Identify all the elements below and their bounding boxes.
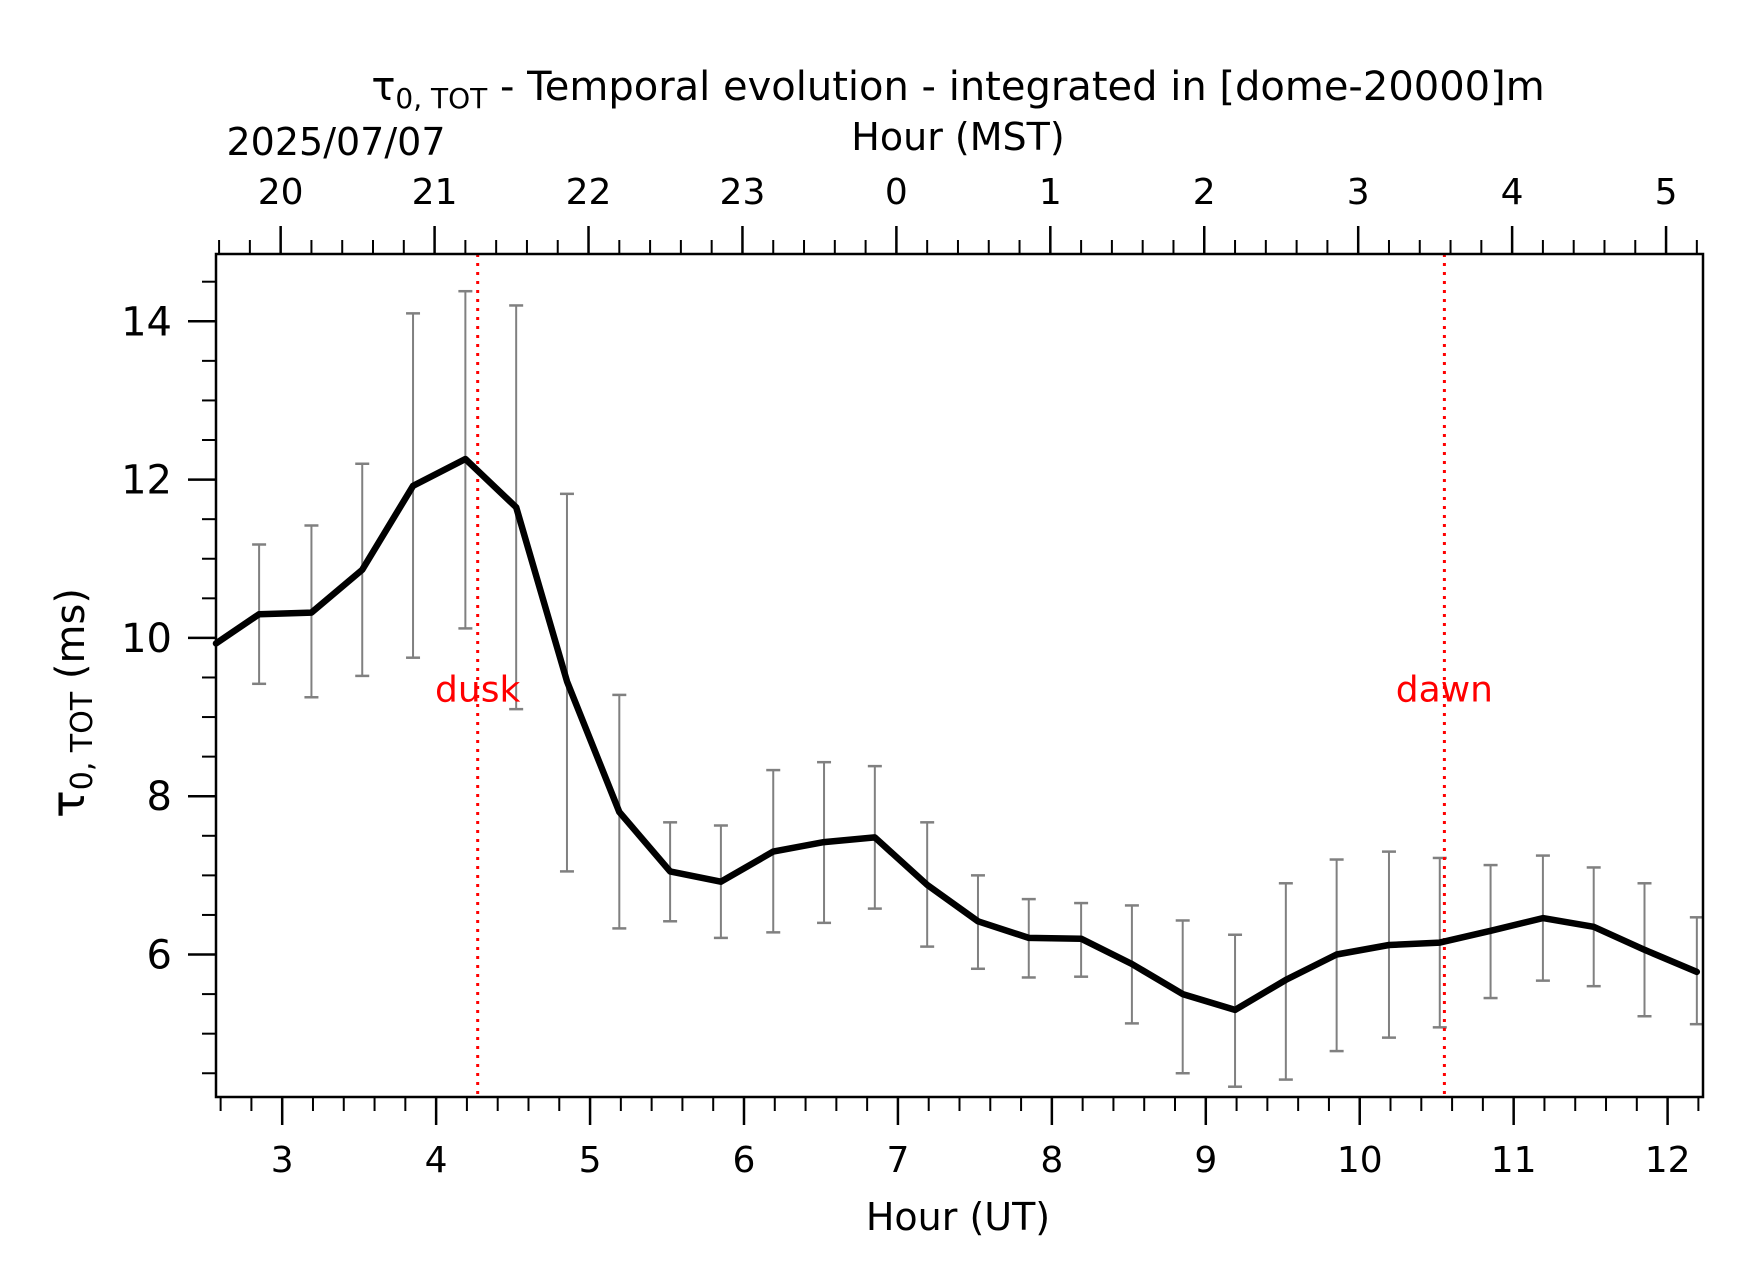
x-top-tick-label: 2 <box>1193 172 1216 213</box>
x-tick-label: 10 <box>1337 1140 1383 1181</box>
x-top-tick-label: 5 <box>1655 172 1678 213</box>
x-tick-label: 5 <box>579 1140 602 1181</box>
x-tick-label: 9 <box>1194 1140 1217 1181</box>
y-tick-label: 12 <box>121 458 172 504</box>
x-tick-label: 11 <box>1491 1140 1537 1181</box>
date-label: 2025/07/07 <box>226 120 445 164</box>
series-line <box>212 455 1701 1014</box>
title-symbol: τ <box>371 64 395 110</box>
x-tick-label: 3 <box>271 1140 294 1181</box>
chart-title: τ0, TOT - Temporal evolution - integrate… <box>371 64 1544 115</box>
x-top-tick-label: 20 <box>258 172 304 213</box>
plot-frame <box>214 252 1705 1099</box>
x-axis-title: Hour (UT) <box>866 1195 1050 1239</box>
x-top-tick-label: 22 <box>566 172 612 213</box>
title-text: - Temporal evolution - integrated in [do… <box>487 64 1544 110</box>
data-series <box>212 455 1701 1014</box>
x-tick-label: 4 <box>425 1140 448 1181</box>
x-tick-label: 6 <box>733 1140 756 1181</box>
y-tick-label: 14 <box>121 299 172 345</box>
y-tick-label: 6 <box>147 933 172 979</box>
title-subscript: 0, TOT <box>395 82 488 115</box>
event-label-dusk: dusk <box>435 669 520 710</box>
y-axis-title: τ0, TOT (ms) <box>41 588 100 818</box>
x-tick-label: 8 <box>1040 1140 1063 1181</box>
event-label-dawn: dawn <box>1396 669 1493 710</box>
y-title-unit: (ms) <box>48 588 94 692</box>
x-top-tick-label: 1 <box>1039 172 1062 213</box>
y-tick-label: 10 <box>121 616 172 662</box>
event-lines: dusk dawn <box>435 254 1493 1097</box>
x-top-tick-label: 23 <box>720 172 766 213</box>
x-top-tick-label: 3 <box>1347 172 1370 213</box>
y-title-subscript: 0, TOT <box>65 691 100 790</box>
x-top-tick-label: 21 <box>412 172 458 213</box>
x-tick-label: 12 <box>1645 1140 1691 1181</box>
x-top-tick-label: 0 <box>885 172 908 213</box>
y-tick-label: 8 <box>147 774 172 820</box>
x-axis-top-title: Hour (MST) <box>851 115 1064 159</box>
y-title-symbol: τ <box>41 790 95 818</box>
x-tick-label: 7 <box>886 1140 909 1181</box>
x-top-tick-label: 4 <box>1501 172 1524 213</box>
